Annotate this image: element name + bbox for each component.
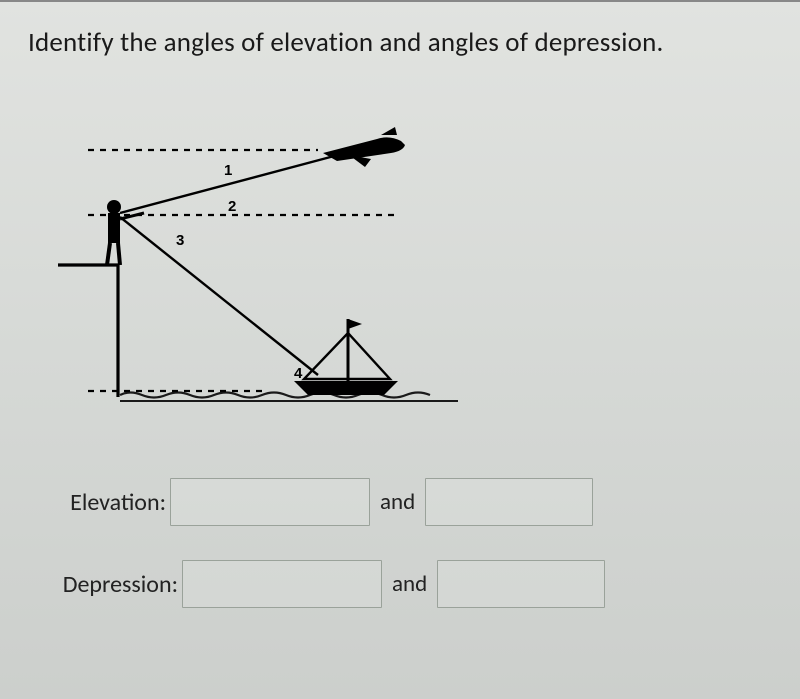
elevation-input-1[interactable] xyxy=(170,478,370,526)
elevation-label: Elevation: xyxy=(38,488,166,517)
and-text: and xyxy=(392,570,427,598)
question-text: Identify the angles of elevation and ang… xyxy=(28,26,772,59)
diagram-svg: 1 2 3 4 xyxy=(58,95,488,425)
angles-diagram: 1 2 3 4 xyxy=(58,95,772,430)
and-text: and xyxy=(380,488,415,516)
depression-label: Depression: xyxy=(38,570,178,599)
worksheet-page: Identify the angles of elevation and ang… xyxy=(0,0,800,699)
elevation-row: Elevation: and xyxy=(38,478,772,526)
answer-section: Elevation: and Depression: and xyxy=(38,478,772,608)
angle-label-3: 3 xyxy=(176,232,184,249)
depression-input-2[interactable] xyxy=(437,560,605,608)
depression-input-1[interactable] xyxy=(182,560,382,608)
angle-label-4: 4 xyxy=(294,365,303,382)
angle-label-2: 2 xyxy=(228,198,236,215)
plane-icon xyxy=(323,127,405,167)
angle-label-1: 1 xyxy=(224,162,232,179)
elevation-input-2[interactable] xyxy=(425,478,593,526)
boat-icon xyxy=(294,319,398,395)
depression-row: Depression: and xyxy=(38,560,772,608)
